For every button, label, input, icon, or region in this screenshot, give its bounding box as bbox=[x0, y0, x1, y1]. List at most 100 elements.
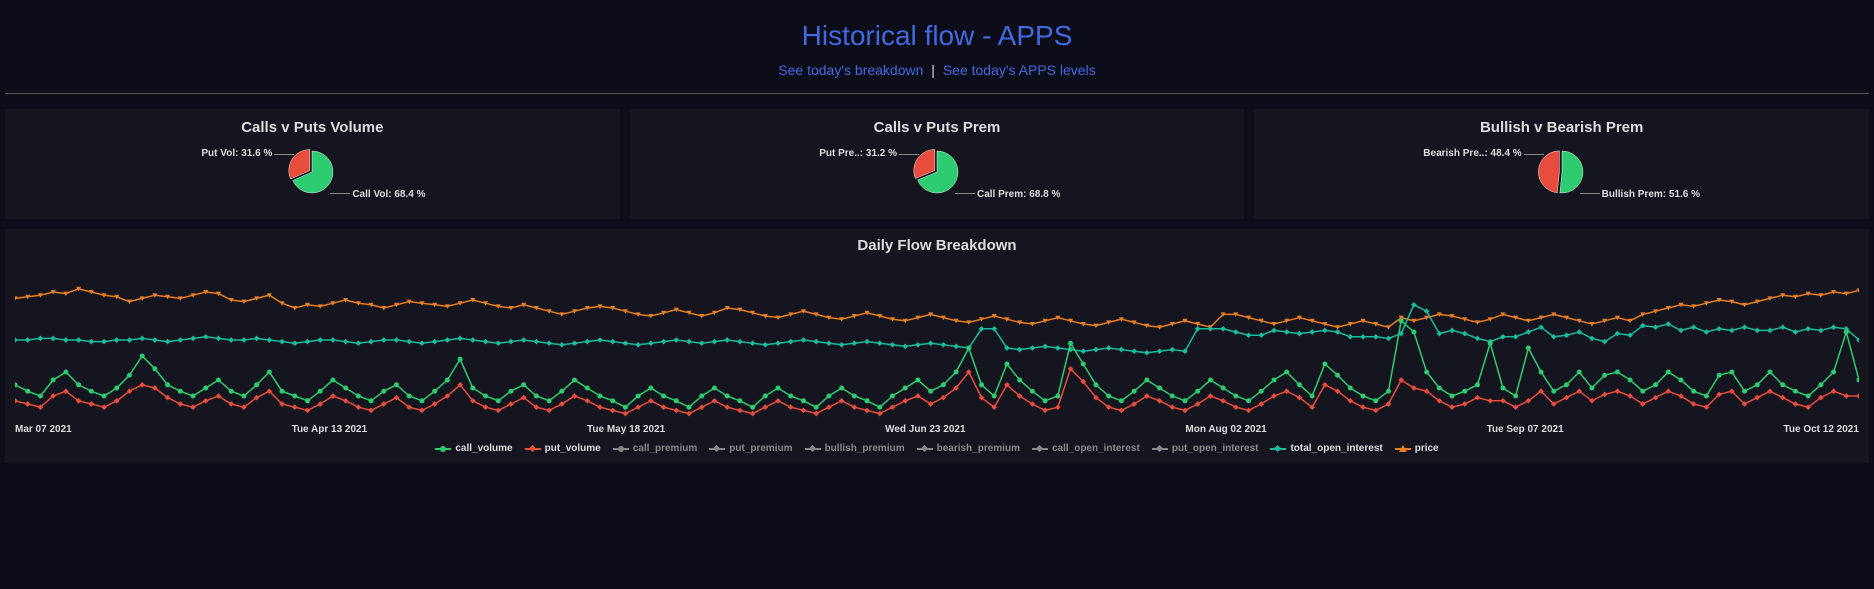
series-marker[interactable] bbox=[852, 340, 858, 346]
series-marker[interactable] bbox=[546, 340, 552, 346]
series-marker[interactable] bbox=[1259, 389, 1264, 394]
series-marker[interactable] bbox=[76, 382, 81, 387]
series-marker[interactable] bbox=[775, 398, 781, 404]
series-marker[interactable] bbox=[864, 339, 870, 345]
series-marker[interactable] bbox=[1106, 394, 1111, 399]
series-marker[interactable] bbox=[1513, 404, 1519, 410]
series-marker[interactable] bbox=[38, 394, 43, 399]
series-marker[interactable] bbox=[394, 337, 400, 343]
series-marker[interactable] bbox=[1615, 388, 1621, 394]
series-marker[interactable] bbox=[1169, 347, 1175, 353]
series-marker[interactable] bbox=[915, 342, 921, 348]
series-marker[interactable] bbox=[865, 398, 870, 403]
series-marker[interactable] bbox=[1640, 389, 1645, 394]
series-marker[interactable] bbox=[584, 339, 590, 345]
legend-item-call_volume[interactable]: call_volume bbox=[435, 443, 512, 454]
series-marker[interactable] bbox=[483, 339, 489, 345]
series-marker[interactable] bbox=[1678, 378, 1683, 383]
series-marker[interactable] bbox=[724, 337, 730, 343]
series-marker[interactable] bbox=[801, 337, 807, 343]
series-marker[interactable] bbox=[915, 378, 920, 383]
series-marker[interactable] bbox=[317, 337, 323, 343]
series-marker[interactable] bbox=[25, 389, 30, 394]
series-marker[interactable] bbox=[750, 411, 756, 417]
series-marker[interactable] bbox=[1360, 334, 1366, 340]
series-marker[interactable] bbox=[1220, 326, 1226, 332]
series-marker[interactable] bbox=[191, 394, 196, 399]
series-marker[interactable] bbox=[890, 394, 895, 399]
series-marker[interactable] bbox=[1780, 395, 1786, 401]
series-marker[interactable] bbox=[890, 404, 896, 410]
series-marker[interactable] bbox=[140, 354, 145, 359]
series-marker[interactable] bbox=[1272, 378, 1277, 383]
series-marker[interactable] bbox=[1220, 398, 1226, 404]
series-marker[interactable] bbox=[165, 382, 170, 387]
series-marker[interactable] bbox=[1221, 386, 1226, 391]
series-marker[interactable] bbox=[1399, 318, 1404, 323]
series-marker[interactable] bbox=[1208, 378, 1213, 383]
series-marker[interactable] bbox=[1793, 329, 1799, 335]
series-marker[interactable] bbox=[368, 408, 374, 414]
series-marker[interactable] bbox=[762, 342, 768, 348]
pie-chart[interactable] bbox=[284, 144, 340, 200]
series-marker[interactable] bbox=[1450, 394, 1455, 399]
series-marker[interactable] bbox=[190, 336, 196, 342]
series-marker[interactable] bbox=[1322, 328, 1328, 334]
series-marker[interactable] bbox=[1437, 386, 1442, 391]
series-marker[interactable] bbox=[101, 404, 107, 410]
series-marker[interactable] bbox=[1119, 347, 1125, 353]
series-marker[interactable] bbox=[1602, 392, 1608, 398]
series-marker[interactable] bbox=[330, 378, 335, 383]
pie-chart[interactable] bbox=[1534, 144, 1590, 200]
series-marker[interactable] bbox=[458, 357, 463, 362]
series-marker[interactable] bbox=[1309, 329, 1315, 335]
series-marker[interactable] bbox=[1717, 373, 1722, 378]
series-marker[interactable] bbox=[127, 337, 133, 343]
series-marker[interactable] bbox=[1335, 329, 1341, 335]
series-marker[interactable] bbox=[521, 337, 527, 343]
series-marker[interactable] bbox=[63, 337, 69, 343]
series-marker[interactable] bbox=[1704, 394, 1709, 399]
series-marker[interactable] bbox=[788, 394, 793, 399]
series-marker[interactable] bbox=[1144, 378, 1149, 383]
series-marker[interactable] bbox=[1182, 398, 1187, 403]
series-marker[interactable] bbox=[1055, 394, 1060, 399]
series-marker[interactable] bbox=[1284, 370, 1289, 375]
series-marker[interactable] bbox=[241, 337, 247, 343]
series-marker[interactable] bbox=[1233, 329, 1239, 335]
series-marker[interactable] bbox=[546, 408, 552, 414]
series-marker[interactable] bbox=[305, 398, 310, 403]
series-marker[interactable] bbox=[1665, 321, 1671, 327]
series-marker[interactable] bbox=[1665, 388, 1671, 394]
series-marker[interactable] bbox=[953, 344, 959, 350]
series-marker[interactable] bbox=[1157, 386, 1162, 391]
series-marker[interactable] bbox=[597, 404, 603, 410]
series-marker[interactable] bbox=[813, 411, 819, 417]
series-marker[interactable] bbox=[1526, 346, 1531, 351]
series-marker[interactable] bbox=[1487, 398, 1493, 404]
series-marker[interactable] bbox=[267, 370, 272, 375]
series-marker[interactable] bbox=[1577, 370, 1582, 375]
series-marker[interactable] bbox=[102, 394, 107, 399]
series-marker[interactable] bbox=[1093, 382, 1098, 387]
series-marker[interactable] bbox=[369, 398, 374, 403]
series-marker[interactable] bbox=[76, 337, 82, 343]
series-marker[interactable] bbox=[1348, 386, 1353, 391]
series-marker[interactable] bbox=[1767, 370, 1772, 375]
series-marker[interactable] bbox=[750, 340, 756, 346]
series-marker[interactable] bbox=[1271, 328, 1277, 334]
pie-slice[interactable] bbox=[1538, 151, 1559, 193]
series-marker[interactable] bbox=[1755, 382, 1760, 387]
series-marker[interactable] bbox=[1691, 324, 1697, 330]
series-marker[interactable] bbox=[292, 394, 297, 399]
legend-item-bearish_premium[interactable]: bearish_premium bbox=[917, 443, 1020, 454]
series-marker[interactable] bbox=[839, 386, 844, 391]
series-marker[interactable] bbox=[139, 336, 145, 342]
series-marker[interactable] bbox=[127, 373, 132, 378]
series-marker[interactable] bbox=[636, 394, 641, 399]
series-marker[interactable] bbox=[902, 344, 908, 350]
series-marker[interactable] bbox=[1564, 332, 1570, 338]
series-marker[interactable] bbox=[1653, 324, 1659, 330]
series-marker[interactable] bbox=[88, 339, 94, 345]
series-marker[interactable] bbox=[941, 342, 947, 348]
